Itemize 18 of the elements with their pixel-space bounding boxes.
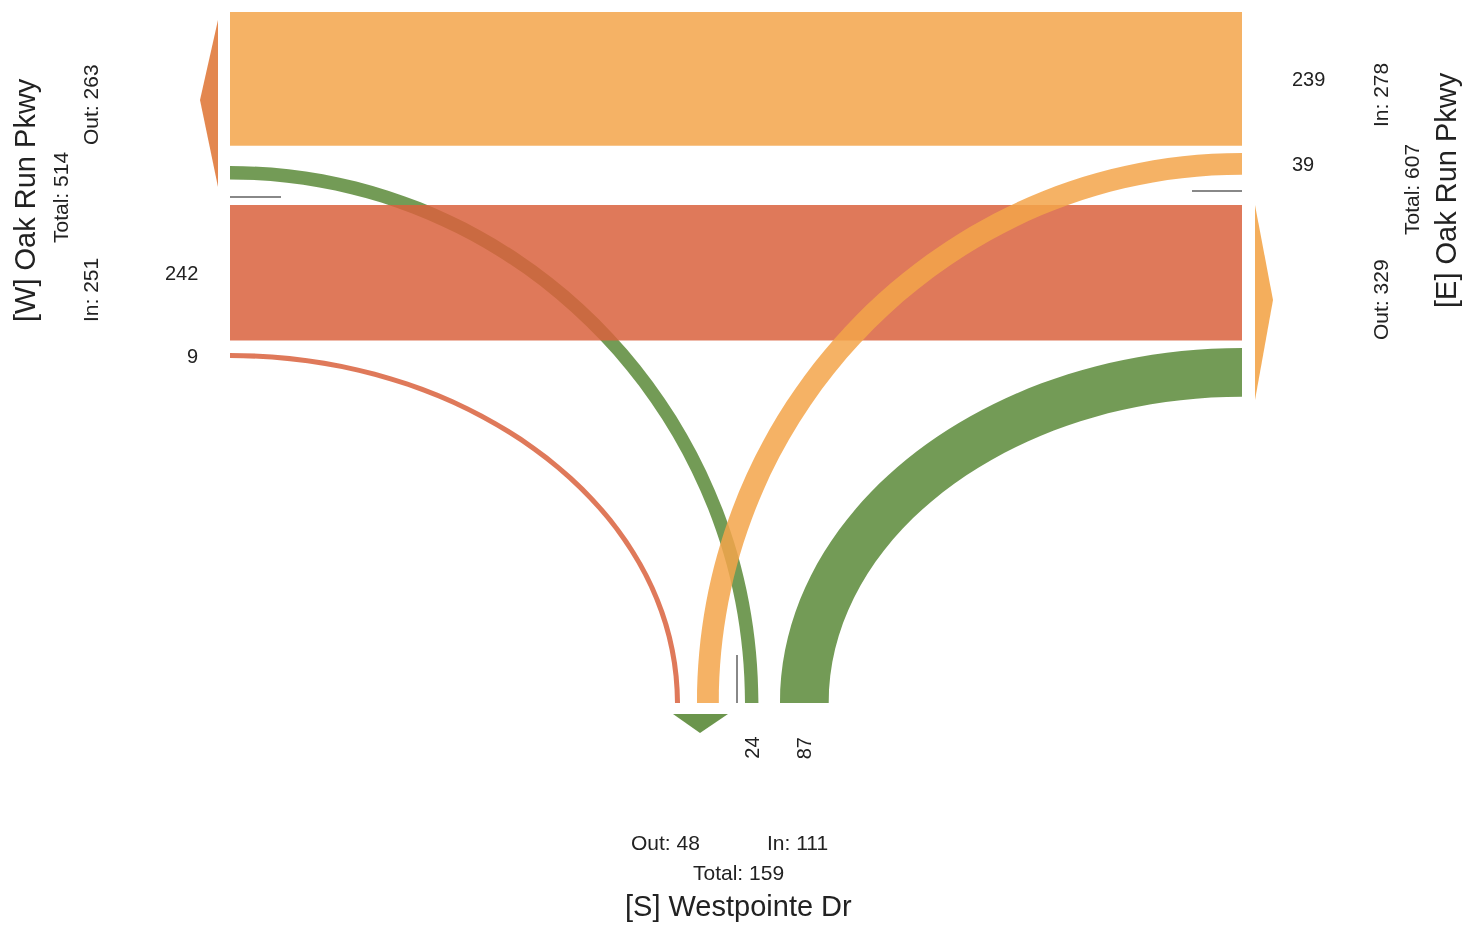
text: Total: 514 <box>49 151 72 243</box>
text: In: 111 <box>767 831 829 854</box>
data-label: 239 <box>1292 68 1326 90</box>
category-label: [E] Oak Run Pkwy <box>1430 72 1462 308</box>
data-label: 39 <box>1292 153 1315 175</box>
category-label: [W] Oak Run Pkwy <box>9 78 41 322</box>
text: In: 278 <box>1369 62 1392 127</box>
text: Out: 48 <box>631 831 700 854</box>
text: Total: 607 <box>1400 143 1423 235</box>
text: In: 251 <box>79 257 102 322</box>
data-label: 87 <box>793 737 816 760</box>
text: Out: 263 <box>79 64 102 145</box>
text: Out: 329 <box>1369 259 1392 340</box>
text: Total: 159 <box>693 861 785 884</box>
data-label: 24 <box>740 736 763 759</box>
data-label: 9 <box>187 345 199 367</box>
data-label: 242 <box>165 262 199 284</box>
category-label: [S] Westpointe Dr <box>625 890 853 922</box>
